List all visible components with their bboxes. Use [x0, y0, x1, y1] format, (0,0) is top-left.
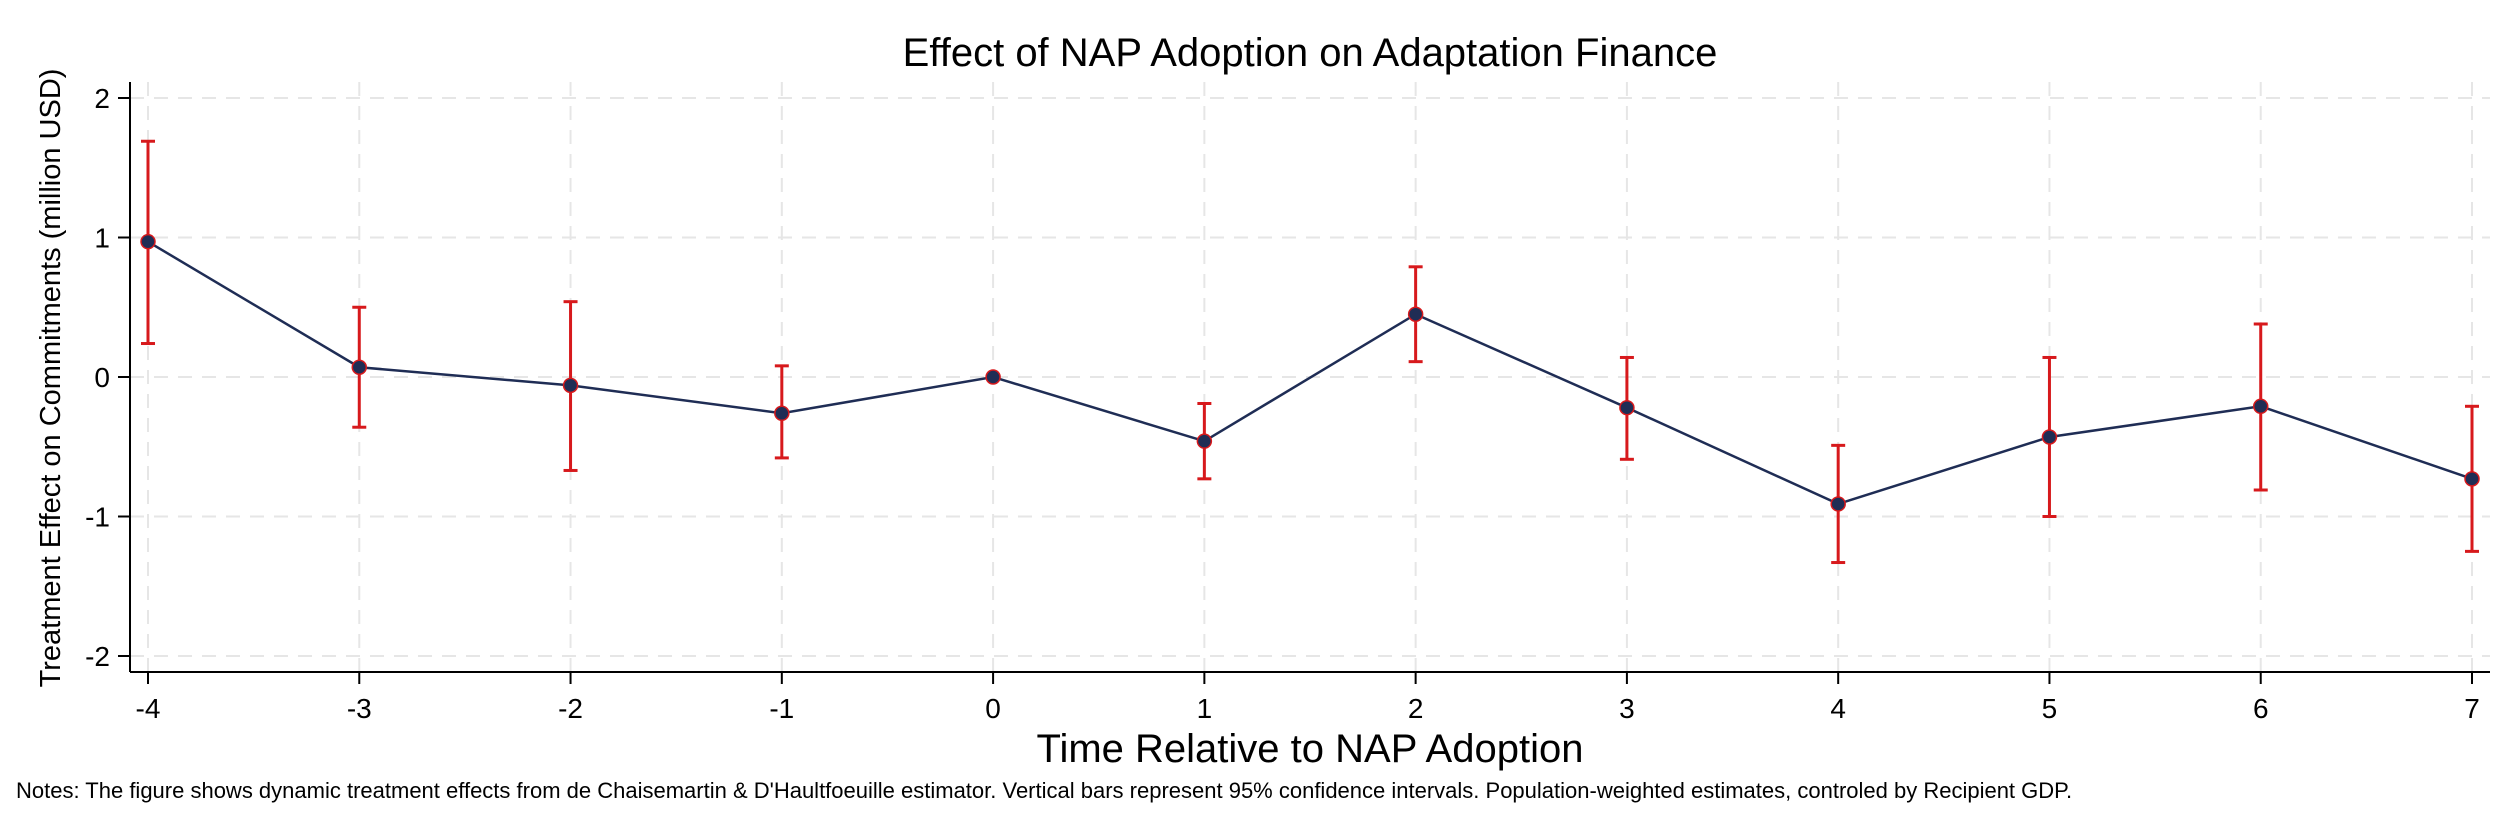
- y-tick-label: -1: [85, 502, 110, 533]
- y-tick-label: 0: [94, 362, 110, 393]
- x-tick-label: -4: [136, 693, 161, 724]
- x-tick-label: 5: [2042, 693, 2058, 724]
- x-tick-label: 4: [1830, 693, 1846, 724]
- data-point: [2464, 471, 2480, 487]
- y-tick-label: 1: [94, 223, 110, 254]
- data-point: [2252, 398, 2269, 415]
- y-tick-label: 2: [94, 83, 110, 114]
- x-tick-label: 2: [1408, 693, 1424, 724]
- data-point: [985, 369, 1001, 385]
- x-tick-label: -3: [347, 693, 372, 724]
- data-point: [774, 405, 790, 422]
- x-tick-label: -1: [769, 693, 794, 724]
- x-tick-label: 6: [2253, 693, 2269, 724]
- x-tick-label: 0: [985, 693, 1001, 724]
- x-tick-label: -2: [558, 693, 583, 724]
- data-point: [140, 233, 156, 250]
- data-point: [1830, 496, 1846, 512]
- x-axis-label: Time Relative to NAP Adoption: [1037, 727, 1584, 771]
- series-line: [147, 240, 2473, 506]
- x-tick-label: 7: [2464, 693, 2480, 724]
- plot-area: 2 1 0 -1 -2 -4 -3 -2 -1 0 1 2 3 4 5 6 7: [85, 82, 2490, 724]
- data-point: [351, 359, 368, 375]
- x-tick-label: 1: [1197, 693, 1213, 724]
- x-tick-label: 3: [1619, 693, 1635, 724]
- y-tick-label: -2: [85, 641, 110, 672]
- y-axis-label: Treatment Effect on Commitments (million…: [35, 69, 67, 688]
- figure-notes: Notes: The figure shows dynamic treatmen…: [16, 778, 2073, 803]
- data-point: [1407, 306, 1424, 322]
- data-point: [1196, 433, 1213, 449]
- data-point: [2041, 429, 2058, 445]
- data-point: [1619, 399, 1635, 416]
- data-point: [562, 377, 579, 394]
- chart-title: Effect of NAP Adoption on Adaptation Fin…: [903, 31, 1718, 75]
